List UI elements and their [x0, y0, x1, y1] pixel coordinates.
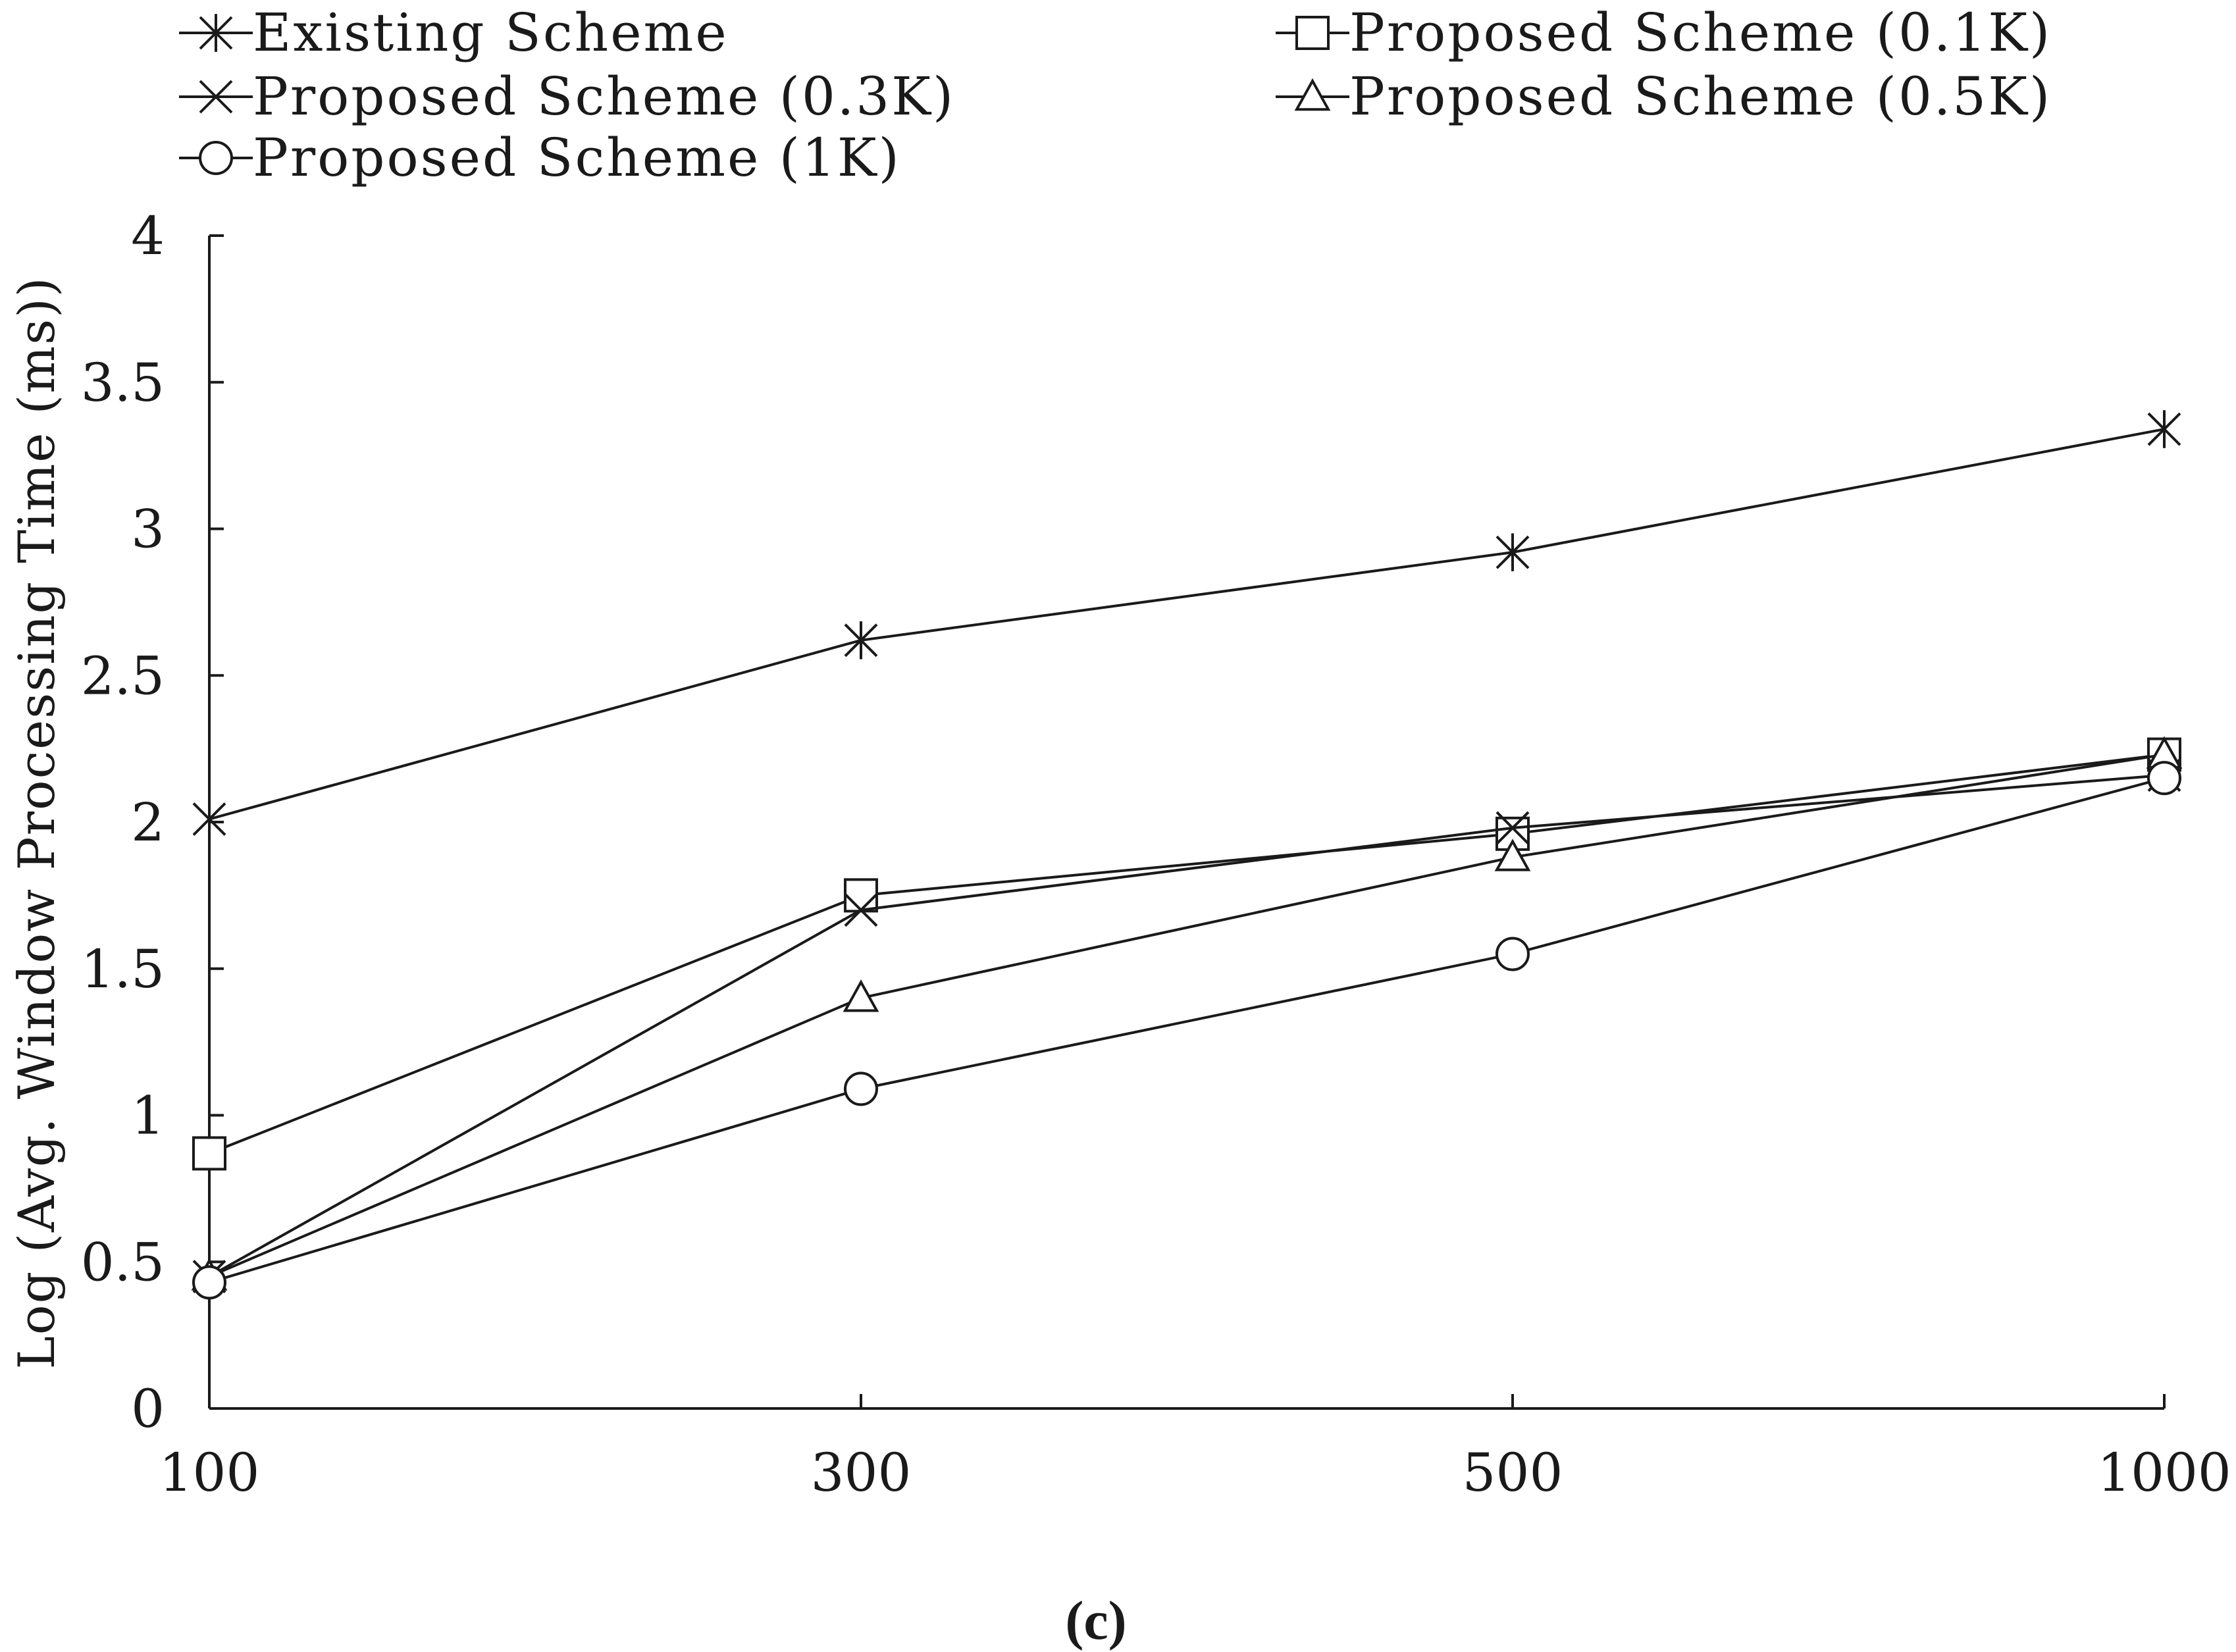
- data-point-x: [1495, 811, 1530, 845]
- legend-marker-square: [1295, 16, 1330, 50]
- y-tick-label: 2: [131, 792, 165, 853]
- x-tick-label: 300: [811, 1442, 912, 1503]
- data-point-asterisk: [1495, 533, 1530, 571]
- data-point-square: [192, 1136, 226, 1171]
- y-tick-label: 0.5: [81, 1231, 165, 1293]
- legend-entry: Proposed Scheme (0.5K): [1276, 66, 2052, 127]
- legend: Existing Scheme Proposed Scheme (0.1K)Pro…: [179, 2, 2052, 188]
- series-square: [192, 737, 2181, 1171]
- y-tick-label: 3.5: [81, 352, 165, 413]
- series-line-asterisk: [209, 428, 2165, 821]
- chart-axes: 0 0.5 1 1.5 2 2.5 3 3.5 4 100 300 500 1000: [81, 205, 2231, 1503]
- series-x: [192, 758, 2181, 1293]
- x-tick-label: 1000: [2097, 1442, 2231, 1503]
- legend-entry: Proposed Scheme (0.1K): [1276, 2, 2052, 63]
- y-axis-label: Log (Avg. Window Processing Time (ms)): [7, 276, 66, 1369]
- series-line-x: [209, 773, 2165, 1278]
- data-point-square: [844, 878, 878, 913]
- y-tick-label: 0: [131, 1378, 165, 1439]
- y-tick-label: 2.5: [81, 645, 165, 706]
- legend-label: Proposed Scheme (0.5K): [1349, 66, 2052, 127]
- series-line-square: [209, 753, 2165, 1155]
- legend-marker-x: [199, 80, 233, 114]
- legend-marker-triangle: [1294, 78, 1331, 111]
- legend-label: Proposed Scheme (0.1K): [1349, 2, 2052, 63]
- series-asterisk: [192, 410, 2181, 839]
- legend-entry: Proposed Scheme (0.3K): [179, 66, 955, 127]
- data-point-asterisk: [2147, 410, 2181, 448]
- legend-label: Proposed Scheme (1K): [253, 127, 901, 188]
- y-tick-label: 1.5: [81, 939, 165, 1000]
- data-point-triangle: [1494, 839, 1531, 871]
- legend-label: Existing Scheme: [253, 2, 729, 63]
- data-point-triangle: [843, 979, 879, 1012]
- data-point-circle: [1495, 937, 1530, 971]
- data-point-circle: [192, 1265, 226, 1300]
- x-tick-label: 500: [1463, 1442, 1563, 1503]
- series-line-triangle: [209, 753, 2165, 1278]
- series-line-circle: [209, 777, 2165, 1284]
- y-tick-label: 1: [131, 1085, 165, 1147]
- data-point-circle: [844, 1071, 878, 1106]
- legend-entry: Proposed Scheme (1K): [179, 127, 901, 188]
- series-layer: [191, 410, 2183, 1300]
- legend-entry: Existing Scheme: [179, 2, 729, 63]
- data-point-x: [844, 893, 878, 927]
- figure-caption: (c): [1065, 1590, 1126, 1651]
- data-point-asterisk: [844, 621, 878, 659]
- y-tick-label: 4: [131, 205, 165, 267]
- legend-label: Proposed Scheme (0.3K): [253, 66, 955, 127]
- series-triangle: [191, 736, 2183, 1291]
- legend-marker-circle: [199, 141, 233, 175]
- x-tick-label: 100: [159, 1442, 260, 1503]
- y-tick-label: 3: [131, 499, 165, 560]
- data-point-circle: [2147, 761, 2181, 796]
- data-point-asterisk: [192, 800, 226, 839]
- legend-marker-asterisk: [199, 14, 233, 52]
- series-circle: [192, 761, 2181, 1300]
